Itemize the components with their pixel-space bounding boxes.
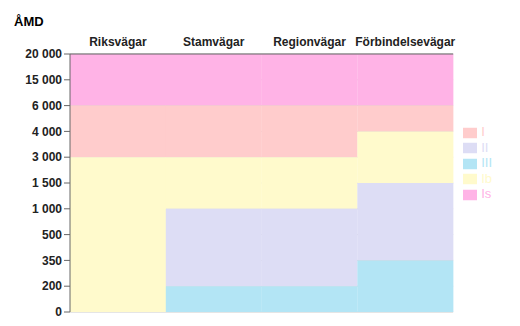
svg-text:15 000: 15 000 bbox=[25, 73, 62, 87]
svg-text:Regionvägar: Regionvägar bbox=[273, 35, 346, 49]
html-text:I: I bbox=[481, 124, 485, 140]
svg-text:4 000: 4 000 bbox=[32, 125, 62, 139]
html-text:Ib: Ib bbox=[481, 170, 492, 186]
svg-text:Stamvägar: Stamvägar bbox=[183, 35, 245, 49]
svg-text:Förbindelsevägar: Förbindelsevägar bbox=[355, 35, 455, 49]
svg-text:1 500: 1 500 bbox=[32, 176, 62, 190]
svg-text:6 000: 6 000 bbox=[32, 99, 62, 113]
svg-text:350: 350 bbox=[42, 254, 62, 268]
svg-text:20 000: 20 000 bbox=[25, 47, 62, 61]
svg-text:Riksvägar: Riksvägar bbox=[89, 35, 147, 49]
svg-text:3 000: 3 000 bbox=[32, 150, 62, 164]
html-text:Is: Is bbox=[481, 186, 492, 202]
svg-text:500: 500 bbox=[42, 228, 62, 242]
svg-text:0: 0 bbox=[55, 305, 62, 318]
svg-text:1 000: 1 000 bbox=[32, 202, 62, 216]
svg-text:200: 200 bbox=[42, 279, 62, 293]
html-text:II: II bbox=[481, 139, 489, 155]
html-text:III: III bbox=[481, 155, 492, 171]
html-text:ÅMD: ÅMD bbox=[14, 14, 44, 29]
